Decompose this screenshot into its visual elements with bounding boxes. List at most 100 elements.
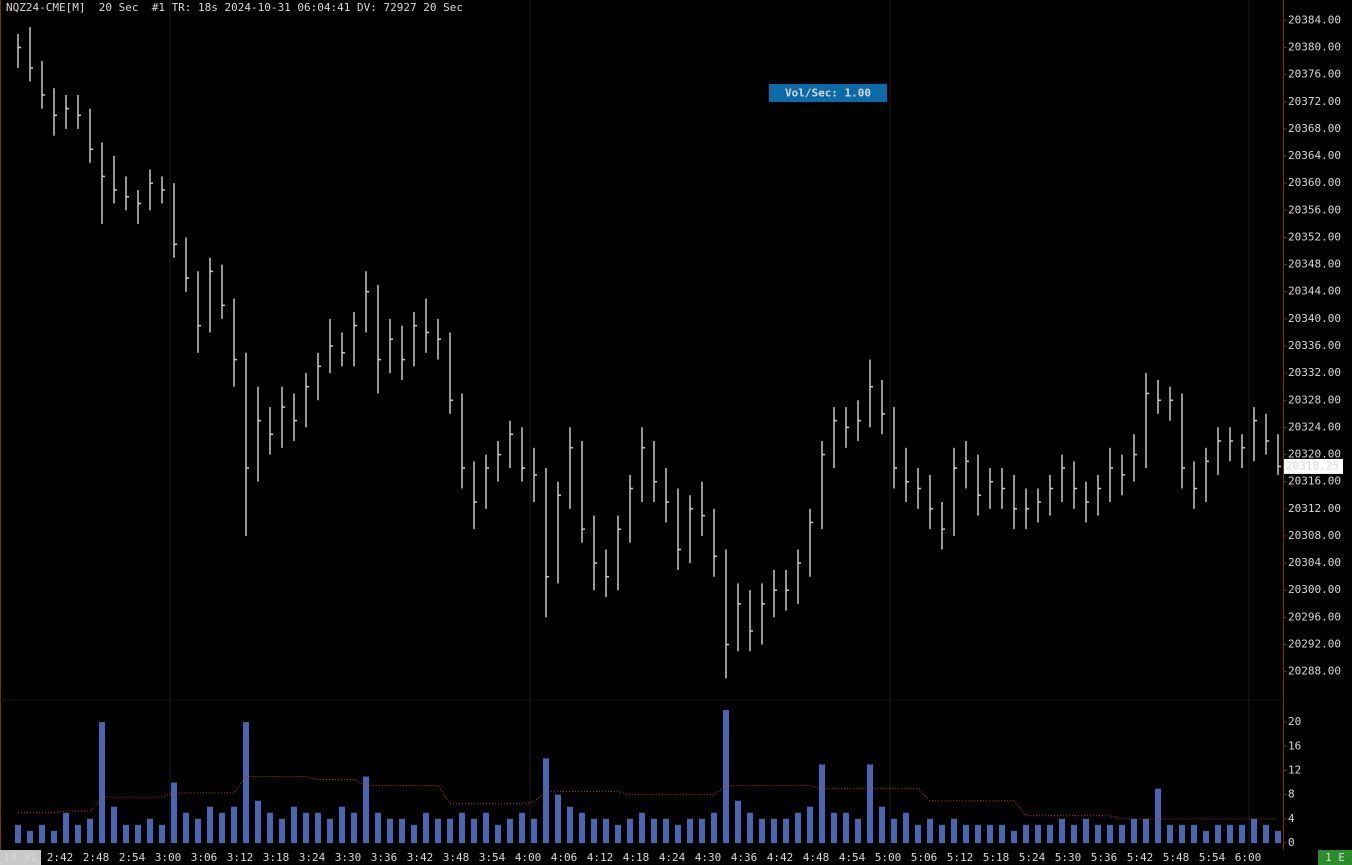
x-tick-label: 3:00 [155,851,182,864]
volume-bar [591,818,597,843]
volume-bar [867,764,873,843]
volume-bar [339,806,345,843]
x-tick-label: 3:48 [443,851,470,864]
x-tick-label: 4:30 [695,851,722,864]
volume-bar [939,824,945,843]
volume-bar [783,818,789,843]
volume-bar [447,818,453,843]
volume-bar [819,764,825,843]
volume-bar [711,812,717,843]
y-tick-label: 20376.00 [1288,68,1341,81]
volume-bar [627,818,633,843]
volume-bar [75,824,81,843]
y-tick-label: 20356.00 [1288,203,1341,216]
volume-bar [315,812,321,843]
volume-bar [303,812,309,843]
annotation-box [769,84,887,102]
x-tick-label: 5:36 [1091,851,1118,864]
x-tick-label: 4:24 [659,851,686,864]
y-tick-label: 20308.00 [1288,529,1341,542]
volume-bar [1239,824,1245,843]
volume-bar [423,812,429,843]
volume-bar [759,818,765,843]
y-tick-label: 20364.00 [1288,149,1341,162]
volume-bar [903,812,909,843]
volume-bar [567,806,573,843]
y-tick-label: 20328.00 [1288,393,1341,406]
volume-bar [1275,830,1281,843]
volume-bar [15,824,21,843]
volume-bar [231,806,237,843]
volume-bar [651,818,657,843]
y-tick-label: 8 [1288,788,1295,801]
volume-bar [411,824,417,843]
volume-bar [1191,824,1197,843]
y-tick-label: 20348.00 [1288,258,1341,271]
volume-bar [291,806,297,843]
volume-bar [795,812,801,843]
volume-bar [723,710,729,843]
volume-bar [675,824,681,843]
x-tick-label: 6:00 [1235,851,1262,864]
volume-bar [99,722,105,843]
volume-bar [135,824,141,843]
last-price-box [1284,458,1343,474]
x-tick-label: 5:48 [1163,851,1190,864]
volume-bar [855,818,861,843]
volume-bar [111,806,117,843]
volume-bar [483,812,489,843]
volume-bar [519,812,525,843]
volume-bar [267,812,273,843]
y-tick-label: 16 [1288,739,1301,752]
volume-bar [1047,824,1053,843]
annotation: Vol/Sec: 1.00 [785,87,871,100]
volume-bar [495,824,501,843]
y-tick-label: 20332.00 [1288,366,1341,379]
volume-bar [459,812,465,843]
y-tick-label: 20344.00 [1288,285,1341,298]
volume-bar [1071,824,1077,843]
y-tick-label: 20288.00 [1288,665,1341,678]
volume-bar [159,824,165,843]
volume-bar [123,824,129,843]
y-tick-label: 20320.00 [1288,448,1341,461]
x-tick-label: 3:24 [299,851,326,864]
volume-bar [615,824,621,843]
volume-bar [435,818,441,843]
volume-bar [915,824,921,843]
volume-bar [843,812,849,843]
y-tick-label: 20384.00 [1288,13,1341,26]
volume-bar [1227,824,1233,843]
volume-bar [1119,824,1125,843]
volume-bar [975,824,981,843]
x-tick-label: 2:48 [83,851,110,864]
date-label-box [0,850,41,865]
x-tick-label: 5:12 [947,851,974,864]
volume-bar [747,812,753,843]
x-tick-label: 4:48 [803,851,830,864]
x-tick-label: 5:42 [1127,851,1154,864]
volume-bar [543,758,549,843]
volume-bar [771,818,777,843]
volume-bar [327,818,333,843]
volume-bar [699,818,705,843]
volume-bar [1155,788,1161,843]
volume-bar [219,812,225,843]
volume-bar [387,818,393,843]
x-tick-label: 10-31 [3,851,36,864]
volume-bar [531,818,537,843]
volume-bar [507,818,513,843]
x-tick-label: 3:06 [191,851,218,864]
last-price-label: 20318.25 [1286,459,1339,472]
y-tick-label: 20372.00 [1288,95,1341,108]
x-tick-label: 4:18 [623,851,650,864]
x-tick-label: 5:00 [875,851,902,864]
volume-bar [1167,824,1173,843]
volume-bar [555,794,561,843]
volume-bar [183,812,189,843]
volume-bar [735,800,741,843]
y-tick-label: 20352.00 [1288,230,1341,243]
x-tick-label: 4:42 [767,851,794,864]
